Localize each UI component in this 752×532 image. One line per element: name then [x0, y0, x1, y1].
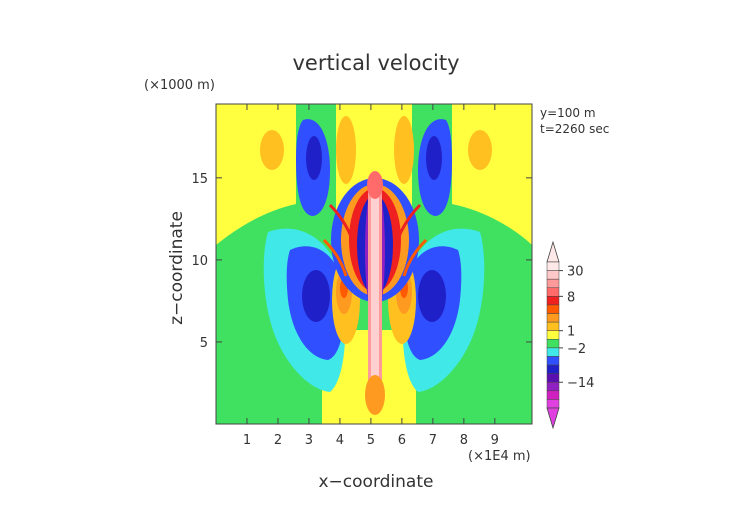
colorbar-segment	[546, 321, 560, 331]
x-tick-label: 6	[398, 433, 406, 448]
upper-right-orange	[394, 116, 414, 184]
y-tick-label: 10	[191, 254, 208, 269]
left-wave-streak	[328, 203, 358, 251]
x-tick-label: 5	[367, 433, 375, 448]
colorbar-segment	[546, 296, 560, 306]
colorbar-segment	[546, 381, 560, 392]
annotation-y: y=100 m	[540, 106, 596, 120]
x-axis-label: x−coordinate	[319, 472, 434, 492]
y-axis-label: z−coordinate	[167, 211, 187, 325]
x-tick-label: 7	[429, 433, 437, 448]
right-dark-core	[426, 136, 442, 180]
colorbar-tick-label: 1	[567, 325, 575, 340]
colorbar-segment	[546, 278, 560, 289]
colorbar-top-arrow	[546, 240, 560, 263]
right-wave-streak	[392, 203, 422, 251]
plot-frame	[215, 103, 533, 425]
colorbar-ticks: 30 8 1 −2 −14	[559, 265, 594, 391]
y-axis-ticks: 5 10 15	[191, 172, 532, 351]
colorbar-segment	[546, 390, 560, 400]
colorbar-bottom-arrow	[546, 407, 560, 430]
x-tick-label: 3	[305, 433, 313, 448]
annotation-t: t=2260 sec	[540, 122, 609, 136]
x-axis-unit: (×1E4 m)	[468, 449, 531, 464]
updraft-column-inner	[371, 190, 379, 390]
column-top-red	[367, 171, 383, 199]
x-tick-label: 8	[460, 433, 468, 448]
colorbar-tick-label: 8	[567, 290, 575, 305]
chart-title: vertical velocity	[292, 51, 459, 75]
contour-field	[216, 104, 532, 424]
far-right-orange	[468, 130, 492, 170]
colorbar-tick-label: −2	[567, 342, 586, 357]
right-wave-streak-2	[402, 238, 428, 277]
colorbar-segment	[546, 373, 560, 383]
colorbar-segment	[546, 270, 560, 280]
colorbar-segment	[546, 330, 560, 340]
far-left-orange	[260, 130, 284, 170]
y-axis-unit: (×1000 m)	[144, 78, 215, 93]
colorbar-segment	[546, 261, 560, 271]
x-tick-label: 4	[336, 433, 344, 448]
x-tick-label: 9	[491, 433, 499, 448]
x-tick-label: 2	[274, 433, 282, 448]
colorbar-segment	[546, 304, 560, 314]
colorbar	[546, 240, 560, 430]
colorbar-segment	[546, 364, 560, 374]
x-axis-ticks: 1 2 3 4 5 6 7 8 9	[243, 104, 499, 448]
left-wave-streak-2	[322, 238, 348, 277]
colorbar-segment	[546, 313, 560, 323]
y-tick-label: 15	[191, 172, 208, 187]
colorbar-segment	[546, 356, 560, 366]
right-lower-dark	[418, 270, 446, 322]
colorbar-tick-label: 30	[567, 265, 584, 280]
column-base-orange	[365, 375, 385, 415]
colorbar-segment	[546, 339, 560, 349]
y-tick-label: 5	[200, 336, 208, 351]
x-tick-label: 1	[243, 433, 251, 448]
colorbar-tick-label: −14	[567, 376, 594, 391]
upper-left-orange	[336, 116, 356, 184]
colorbar-segment	[546, 287, 560, 297]
left-lower-dark	[302, 270, 330, 322]
left-dark-core	[306, 136, 322, 180]
colorbar-segment	[546, 399, 560, 409]
colorbar-segment	[546, 347, 560, 357]
